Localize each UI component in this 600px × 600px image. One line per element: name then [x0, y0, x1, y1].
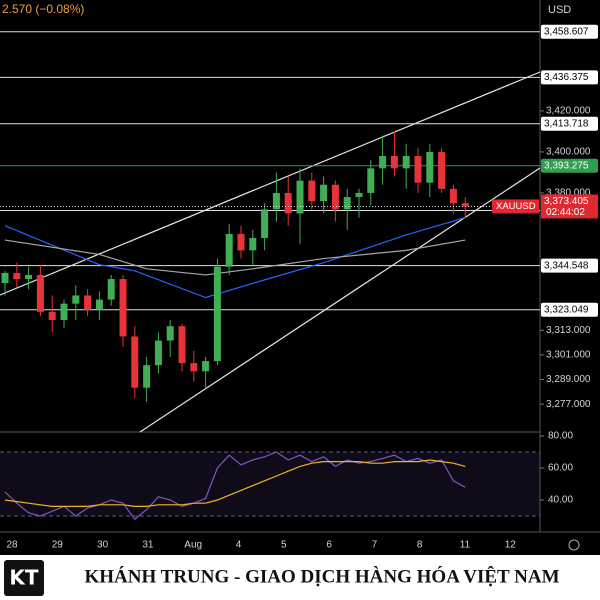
candle-body: [438, 151, 446, 189]
background: [0, 0, 600, 555]
level-label-box: [541, 158, 598, 173]
candle-body: [48, 311, 56, 321]
candle-body: [379, 156, 387, 169]
candle-body: [178, 326, 186, 364]
logo: KT: [9, 566, 38, 590]
candle-body: [320, 184, 328, 202]
trend-line: [0, 71, 541, 296]
rsi-line: [4, 459, 466, 507]
level-label: 3,436.375: [544, 72, 589, 83]
candle-body: [414, 156, 422, 183]
candle-body: [249, 238, 257, 251]
candle-body: [426, 151, 434, 183]
candle-body: [355, 192, 363, 198]
candle-body: [308, 180, 316, 202]
countdown: 02:44:02: [546, 207, 585, 218]
candle-body: [131, 336, 139, 388]
candle-body: [95, 299, 103, 310]
candle-body: [296, 180, 304, 214]
last-price-box: [541, 194, 598, 219]
y-tick-label: 3,400.000: [546, 147, 591, 158]
level-label: 3,458.607: [544, 26, 589, 37]
candle-body: [213, 266, 221, 362]
candle-body: [166, 326, 174, 341]
currency: USD: [548, 4, 571, 16]
level-label-box: [541, 116, 598, 131]
candle-body: [25, 274, 33, 280]
y-tick-label: 3,313.000: [546, 325, 591, 336]
candle-body: [272, 192, 280, 210]
x-tick-label: 28: [6, 540, 18, 551]
symbol-box: [492, 199, 539, 214]
symbol: XAUUSD: [496, 201, 536, 212]
candle-body: [461, 203, 469, 207]
x-tick-label: 4: [236, 540, 242, 551]
price-change: 2.570 (−0.08%): [2, 2, 84, 16]
level-label: 3,413.718: [544, 118, 589, 129]
candle-body: [72, 295, 80, 304]
y-tick-label: 60.00: [548, 463, 573, 474]
y-tick-label: 3,277.000: [546, 399, 591, 410]
x-tick-label: 29: [52, 540, 64, 551]
x-tick-label: 12: [505, 540, 517, 551]
candle-body: [343, 197, 351, 210]
candle-body: [284, 192, 292, 214]
candle-body: [119, 279, 127, 337]
candle-body: [107, 279, 115, 300]
level-label: 3,323.049: [544, 304, 589, 315]
y-tick-label: 3,289.000: [546, 374, 591, 385]
moving-average: [4, 216, 466, 299]
level-label-box: [541, 24, 598, 39]
y-tick-label: 3,301.000: [546, 350, 591, 361]
rsi-line: [4, 451, 466, 521]
candle-body: [237, 233, 245, 251]
trend-line: [139, 167, 541, 433]
last-price: 3,373.405: [544, 196, 589, 207]
level-label: 3,344.548: [544, 260, 589, 271]
x-tick-label: 5: [281, 540, 287, 551]
candle-body: [1, 272, 9, 284]
candle-body: [84, 295, 92, 310]
y-tick-label: 3,420.000: [546, 106, 591, 117]
candle-body: [367, 168, 375, 193]
settings-icon[interactable]: [568, 539, 580, 551]
y-tick-label: 80.00: [548, 431, 573, 442]
candle-body: [225, 233, 233, 267]
candle-body: [202, 361, 210, 372]
candle-body: [154, 340, 162, 366]
candle-body: [60, 303, 68, 321]
candle-body: [190, 363, 198, 372]
candle-body: [449, 188, 457, 204]
candle-body: [36, 274, 44, 312]
x-tick-label: Aug: [184, 540, 202, 551]
x-tick-label: 30: [97, 540, 109, 551]
x-tick-label: 8: [417, 540, 423, 551]
candle-body: [402, 156, 410, 169]
x-tick-label: 11: [460, 540, 471, 551]
x-tick-label: 31: [142, 540, 154, 551]
level-label-box: [541, 70, 598, 85]
level-label-box: [541, 258, 598, 273]
logo-box: [4, 560, 44, 596]
x-tick-label: 6: [326, 540, 332, 551]
candle-body: [143, 365, 151, 388]
y-tick-label: 40.00: [548, 495, 573, 506]
level-label-box: [541, 302, 598, 317]
footer-banner: [0, 555, 600, 600]
candle-body: [261, 209, 269, 239]
banner-text: KHÁNH TRUNG - GIAO DỊCH HÀNG HÓA VIỆT NA…: [84, 565, 559, 587]
level-label: 3,393.275: [544, 160, 589, 171]
candle-body: [331, 184, 339, 210]
candle-body: [390, 156, 398, 169]
candle-body: [13, 272, 21, 280]
y-tick-label: 3,380.000: [546, 188, 591, 199]
x-tick-label: 7: [372, 540, 378, 551]
